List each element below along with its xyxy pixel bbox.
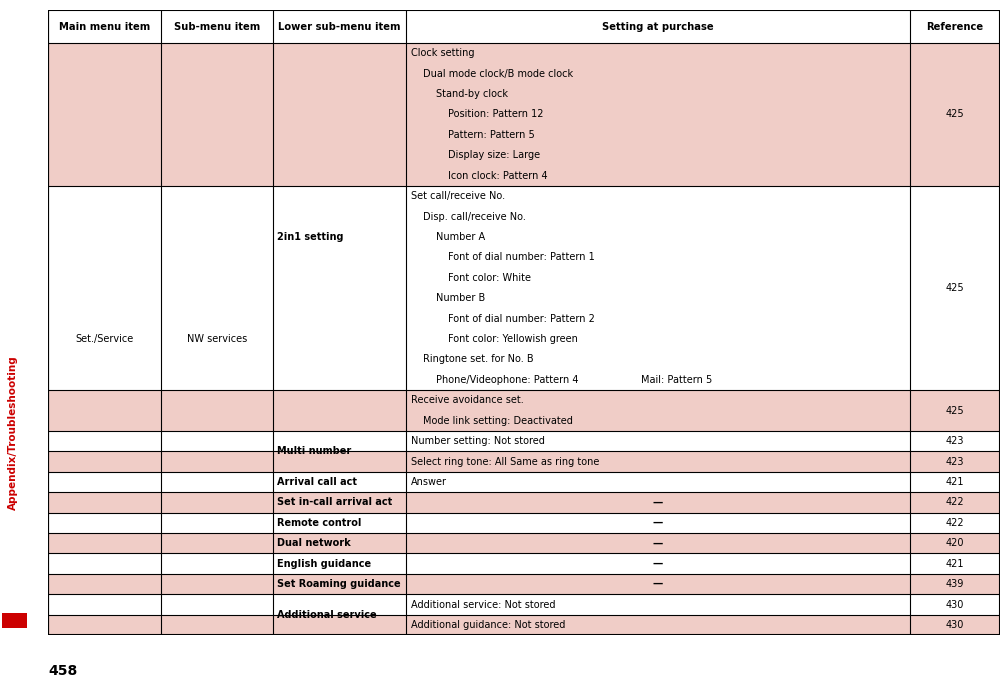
Text: Font color: White: Font color: White xyxy=(448,273,531,283)
Bar xyxy=(48,574,1000,594)
Text: Main menu item: Main menu item xyxy=(58,22,150,31)
Text: —: — xyxy=(652,498,663,507)
Text: Setting at purchase: Setting at purchase xyxy=(602,22,714,31)
Text: 430: 430 xyxy=(946,620,964,630)
Text: 425: 425 xyxy=(946,283,964,293)
Text: Set./Service: Set./Service xyxy=(75,334,134,344)
Text: Stand-by clock: Stand-by clock xyxy=(435,89,508,99)
Bar xyxy=(48,390,1000,431)
Bar xyxy=(48,594,1000,615)
Text: 421: 421 xyxy=(946,477,964,487)
Bar xyxy=(48,186,1000,390)
Bar xyxy=(48,554,1000,574)
Text: Reference: Reference xyxy=(927,22,983,31)
Text: —: — xyxy=(652,518,663,528)
Text: NW services: NW services xyxy=(187,334,247,344)
Text: Set Roaming guidance: Set Roaming guidance xyxy=(276,579,400,589)
Bar xyxy=(48,10,1000,43)
Text: 458: 458 xyxy=(48,664,77,678)
Text: Ringtone set. for No. B: Ringtone set. for No. B xyxy=(423,355,534,364)
Text: 425: 425 xyxy=(946,110,964,119)
Text: 430: 430 xyxy=(946,600,964,609)
Text: Clock setting: Clock setting xyxy=(411,48,474,58)
Bar xyxy=(48,43,1000,186)
Text: Position: Pattern 12: Position: Pattern 12 xyxy=(448,110,544,119)
Bar xyxy=(48,431,1000,452)
Bar xyxy=(48,472,1000,492)
Text: Additional guidance: Not stored: Additional guidance: Not stored xyxy=(411,620,565,630)
Text: Font of dial number: Pattern 2: Font of dial number: Pattern 2 xyxy=(448,313,595,324)
Text: Set in-call arrival act: Set in-call arrival act xyxy=(276,498,392,507)
Text: Phone/Videophone: Pattern 4                    Mail: Pattern 5: Phone/Videophone: Pattern 4 Mail: Patter… xyxy=(435,375,712,385)
Bar xyxy=(48,615,1000,635)
Text: Font color: Yellowish green: Font color: Yellowish green xyxy=(448,334,578,344)
Text: Answer: Answer xyxy=(411,477,447,487)
Text: Number B: Number B xyxy=(435,293,484,303)
Text: Icon clock: Pattern 4: Icon clock: Pattern 4 xyxy=(448,171,548,181)
Text: Multi number: Multi number xyxy=(276,447,351,456)
Text: Font of dial number: Pattern 1: Font of dial number: Pattern 1 xyxy=(448,253,595,262)
Bar xyxy=(48,452,1000,472)
Text: Dual mode clock/B mode clock: Dual mode clock/B mode clock xyxy=(423,68,573,79)
Text: 423: 423 xyxy=(946,436,964,446)
Text: 425: 425 xyxy=(946,406,964,415)
Text: Appendix/Troubleshooting: Appendix/Troubleshooting xyxy=(8,355,18,510)
Text: Sub-menu item: Sub-menu item xyxy=(174,22,260,31)
Text: Remote control: Remote control xyxy=(276,518,361,528)
Text: —: — xyxy=(652,558,663,569)
Text: 421: 421 xyxy=(946,558,964,569)
Text: Dual network: Dual network xyxy=(276,538,351,549)
Text: Number setting: Not stored: Number setting: Not stored xyxy=(411,436,545,446)
Text: Select ring tone: All Same as ring tone: Select ring tone: All Same as ring tone xyxy=(411,456,599,466)
Text: Additional service: Additional service xyxy=(276,610,376,620)
Text: 422: 422 xyxy=(946,498,964,507)
Text: Disp. call/receive No.: Disp. call/receive No. xyxy=(423,211,526,221)
Text: —: — xyxy=(652,579,663,589)
Bar xyxy=(48,492,1000,512)
Text: Set call/receive No.: Set call/receive No. xyxy=(411,191,505,201)
Text: English guidance: English guidance xyxy=(276,558,371,569)
Text: Pattern: Pattern 5: Pattern: Pattern 5 xyxy=(448,130,535,140)
Text: Receive avoidance set.: Receive avoidance set. xyxy=(411,395,524,406)
Text: Arrival call act: Arrival call act xyxy=(276,477,357,487)
Text: Mode link setting: Deactivated: Mode link setting: Deactivated xyxy=(423,416,573,426)
Bar xyxy=(48,533,1000,554)
Text: 439: 439 xyxy=(946,579,964,589)
Text: 422: 422 xyxy=(946,518,964,528)
Text: Display size: Large: Display size: Large xyxy=(448,150,540,161)
Text: Additional service: Not stored: Additional service: Not stored xyxy=(411,600,556,609)
Text: —: — xyxy=(652,538,663,549)
Text: 420: 420 xyxy=(946,538,964,549)
Text: Number A: Number A xyxy=(435,232,484,242)
Text: Lower sub-menu item: Lower sub-menu item xyxy=(278,22,401,31)
Text: 2in1 setting: 2in1 setting xyxy=(276,232,343,242)
Text: 423: 423 xyxy=(946,456,964,466)
Bar xyxy=(48,512,1000,533)
